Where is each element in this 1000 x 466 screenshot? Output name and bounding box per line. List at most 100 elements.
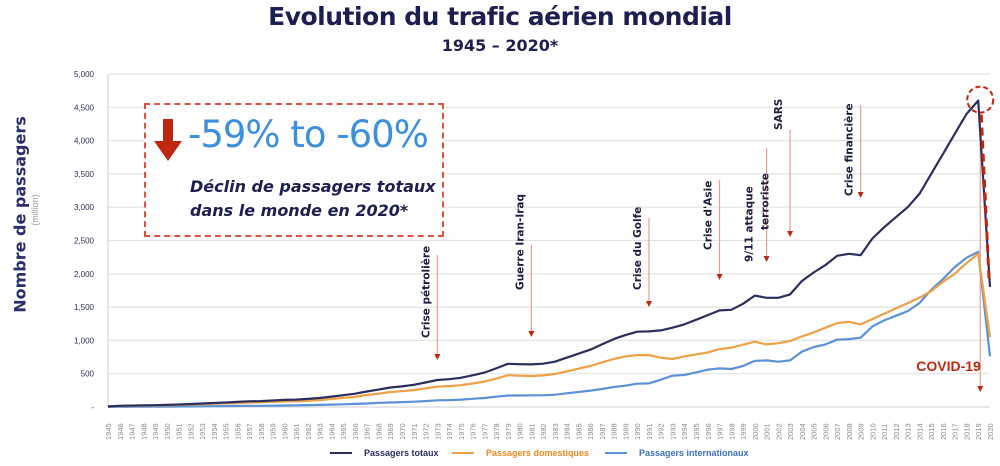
annotation-arrowhead bbox=[716, 274, 723, 280]
x-tick-label: 2018 bbox=[962, 423, 971, 440]
x-tick-label: 2008 bbox=[845, 423, 854, 440]
x-tick-label: 1949 bbox=[151, 423, 160, 440]
x-tick-label: 1960 bbox=[280, 423, 289, 440]
x-tick-label: 1999 bbox=[739, 423, 748, 440]
x-tick-label: 1954 bbox=[210, 423, 219, 440]
annotation-label: terroriste bbox=[760, 173, 772, 230]
x-tick-label: 1951 bbox=[175, 423, 184, 440]
x-tick-label: 1965 bbox=[339, 423, 348, 440]
legend-item-international: Passagers internationaux bbox=[605, 448, 749, 458]
x-tick-label: 1958 bbox=[257, 423, 266, 440]
x-tick-label: 1961 bbox=[292, 423, 301, 440]
x-tick-label: 2016 bbox=[939, 423, 948, 440]
x-tick-label: 1963 bbox=[316, 423, 325, 440]
legend-label: Passagers internationaux bbox=[639, 448, 749, 458]
x-tick-label: 1972 bbox=[422, 423, 431, 440]
x-tick-label: 2001 bbox=[763, 423, 772, 440]
chart-title: Evolution du trafic aérien mondial bbox=[268, 2, 732, 31]
y-tick-label: - bbox=[91, 403, 94, 412]
x-tick-label: 2009 bbox=[857, 423, 866, 440]
legend-swatch bbox=[605, 452, 627, 454]
x-tick-label: 1974 bbox=[445, 423, 454, 440]
x-tick-label: 1981 bbox=[527, 423, 536, 440]
y-axis-ticks: - 500 1,000 1,500 2,000 2,500 3,000 3,500 4,000 4… bbox=[74, 70, 95, 412]
y-tick-label: 3,000 bbox=[74, 203, 95, 212]
legend-swatch bbox=[330, 452, 352, 454]
annotation-arrowhead bbox=[434, 354, 441, 360]
x-tick-label: 1990 bbox=[633, 423, 642, 440]
legend-item-total: Passagers totaux bbox=[330, 448, 439, 458]
y-tick-label: 1,500 bbox=[74, 303, 95, 312]
x-tick-label: 1950 bbox=[163, 423, 172, 440]
x-tick-label: 1970 bbox=[398, 423, 407, 440]
x-tick-label: 2011 bbox=[880, 424, 889, 440]
x-tick-label: 1975 bbox=[457, 423, 466, 440]
annotation-label: COVID-19 bbox=[916, 358, 981, 374]
annotation-label: Crise du Golfe bbox=[632, 207, 644, 290]
x-tick-label: 1998 bbox=[727, 423, 736, 440]
y-tick-label: 1,000 bbox=[74, 336, 95, 345]
decline-description: Déclin de passagers totaux dans le monde… bbox=[190, 175, 436, 223]
annotation-label: SARS bbox=[773, 99, 785, 130]
y-tick-label: 4,000 bbox=[74, 137, 95, 146]
x-tick-label: 2002 bbox=[774, 423, 783, 440]
x-tick-label: 1955 bbox=[222, 423, 231, 440]
event-annotations: Crise pétrolière Guerre Iran-Iraq Crise du… bbox=[420, 99, 984, 392]
x-tick-label: 2020 bbox=[986, 423, 995, 440]
annotation-arrowhead bbox=[528, 331, 535, 337]
x-tick-label: 1996 bbox=[704, 423, 713, 440]
series-line-passagers-internationaux bbox=[107, 250, 992, 408]
x-tick-label: 2015 bbox=[927, 423, 936, 440]
x-axis-ticks: 1945 1946 1947 1948 1949 1950 1951 1952 1953 1954… bbox=[104, 423, 995, 440]
annotation-label: Crise pétrolière bbox=[420, 246, 432, 338]
legend-label: Passagers totaux bbox=[364, 448, 439, 458]
x-tick-label: 1968 bbox=[374, 423, 383, 440]
x-tick-label: 1978 bbox=[492, 423, 501, 440]
x-tick-label: 1959 bbox=[269, 423, 278, 440]
x-tick-label: 1977 bbox=[480, 423, 489, 440]
x-tick-label: 1953 bbox=[198, 423, 207, 440]
decline-percentage: -59% to -60% bbox=[188, 113, 429, 156]
y-tick-label: 500 bbox=[81, 370, 95, 379]
x-tick-label: 1985 bbox=[574, 423, 583, 440]
x-tick-label: 1967 bbox=[363, 423, 372, 440]
x-tick-label: 1947 bbox=[128, 423, 137, 440]
annotation-arrowhead bbox=[977, 386, 984, 392]
y-tick-label: 5,000 bbox=[74, 70, 95, 79]
peak-circle bbox=[966, 85, 995, 114]
x-tick-label: 1986 bbox=[586, 423, 595, 440]
x-tick-label: 2014 bbox=[915, 423, 924, 440]
x-tick-label: 1962 bbox=[304, 423, 313, 440]
x-tick-label: 2000 bbox=[751, 423, 760, 440]
y-tick-label: 4,500 bbox=[74, 103, 95, 112]
series-line-passagers-domestiques bbox=[107, 252, 992, 408]
x-tick-label: 2004 bbox=[798, 423, 807, 440]
legend-swatch bbox=[452, 452, 474, 454]
x-tick-label: 1989 bbox=[621, 423, 630, 440]
x-tick-label: 1957 bbox=[245, 423, 254, 440]
annotation-arrowhead bbox=[763, 256, 770, 262]
x-tick-label: 1976 bbox=[469, 423, 478, 440]
annotation-label: Crise d'Asie bbox=[703, 181, 715, 250]
series-line-passagers-totaux bbox=[107, 99, 992, 408]
x-tick-label: 2003 bbox=[786, 423, 795, 440]
x-tick-label: 1991 bbox=[645, 423, 654, 440]
annotation-arrowhead bbox=[787, 231, 794, 237]
x-tick-label: 2013 bbox=[904, 423, 913, 440]
series-lines bbox=[107, 99, 992, 408]
x-tick-label: 1971 bbox=[410, 423, 419, 440]
annotation-arrowhead bbox=[645, 301, 652, 307]
x-tick-label: 2012 bbox=[892, 423, 901, 440]
annotation-label: Crise financière bbox=[844, 103, 856, 196]
x-tick-label: 1956 bbox=[233, 423, 242, 440]
x-tick-label: 1988 bbox=[610, 423, 619, 440]
x-tick-label: 2005 bbox=[810, 423, 819, 440]
x-tick-label: 1945 bbox=[104, 423, 113, 440]
y-tick-label: 3,500 bbox=[74, 170, 95, 179]
decline-line-2: dans le monde en 2020* bbox=[190, 201, 409, 220]
legend-label: Passagers domestiques bbox=[486, 448, 590, 458]
decline-dashed-line bbox=[979, 114, 991, 279]
x-tick-label: 1964 bbox=[327, 423, 336, 440]
y-tick-label: 2,500 bbox=[74, 237, 95, 246]
chart-subtitle: 1945 – 2020* bbox=[441, 36, 559, 55]
